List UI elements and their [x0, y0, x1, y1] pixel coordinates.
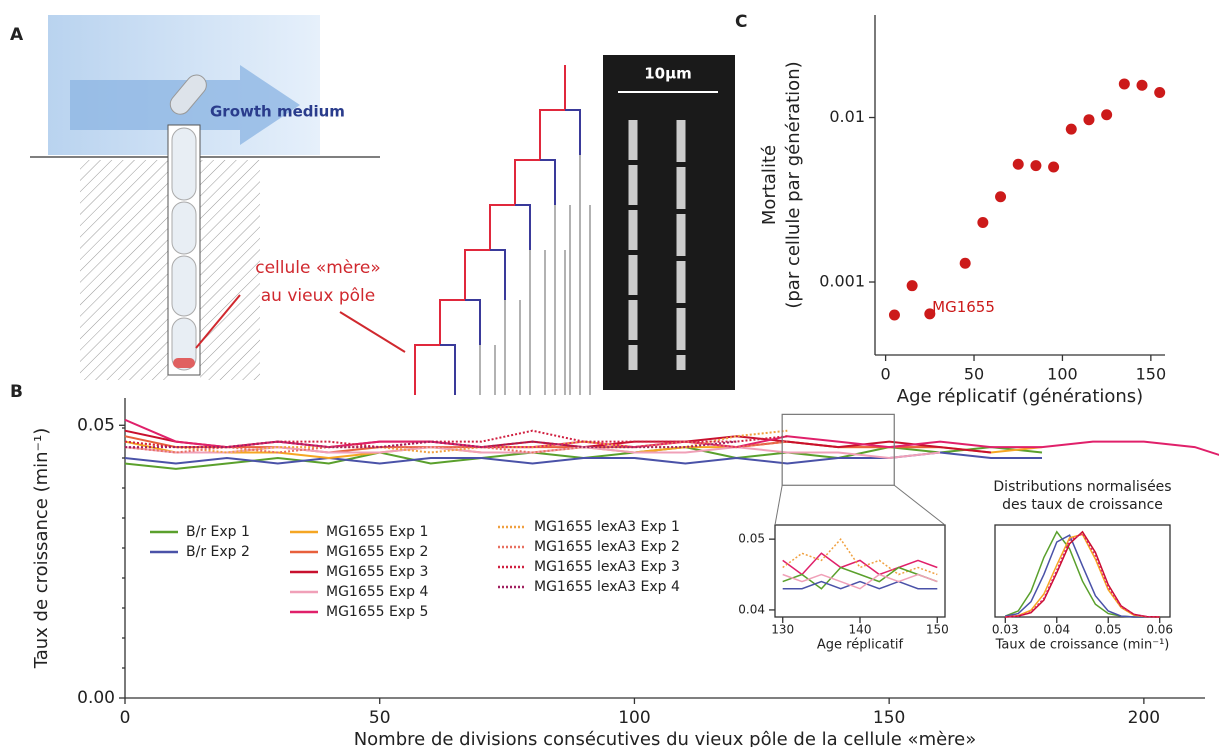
- annotation: au vieux pôle: [261, 286, 375, 306]
- legend-label: B/r Exp 1: [186, 524, 250, 540]
- y-tick-label: 0.05: [738, 532, 765, 546]
- y-tick-label: 0.05: [77, 415, 115, 435]
- hatch: [200, 160, 260, 380]
- x-tick-label: 150: [926, 623, 949, 637]
- micrograph: [603, 55, 735, 390]
- zoom-link: [774, 485, 783, 526]
- x-tick-label: 0: [120, 708, 131, 728]
- series-line: [124, 451, 1042, 465]
- series-line: [1005, 532, 1160, 618]
- lineage-tree: [414, 65, 591, 395]
- x-tick-label: 140: [849, 623, 872, 637]
- series-line: [1005, 533, 1160, 618]
- panel-label: A: [10, 25, 24, 45]
- x-axis-label: Taux de croissance (min⁻¹): [995, 638, 1170, 653]
- panel-label: B: [10, 382, 23, 402]
- pointer: [195, 294, 241, 349]
- medium-label: Growth medium: [210, 103, 345, 121]
- legend-label: MG1655 lexA3 Exp 3: [534, 559, 680, 575]
- x-tick-label: 200: [1128, 708, 1160, 728]
- series-line: [124, 429, 788, 449]
- x-axis-label: Nombre de divisions consécutives du vieu…: [354, 729, 977, 747]
- legend-label: MG1655 lexA3 Exp 2: [534, 539, 680, 555]
- x-tick-label: 0.06: [1146, 623, 1173, 637]
- point: [906, 280, 918, 292]
- point: [888, 309, 900, 321]
- y-tick-label: 0.00: [77, 688, 115, 708]
- pointer: [339, 311, 406, 353]
- series-line: [782, 552, 938, 576]
- inset-title: Distributions normalisées: [993, 479, 1171, 495]
- x-tick-label: 0.03: [992, 623, 1019, 637]
- frame: [774, 524, 946, 618]
- point: [959, 257, 971, 269]
- point: [1101, 109, 1113, 121]
- y-tick-label: 0.04: [738, 602, 765, 616]
- legend-label: MG1655 Exp 1: [326, 524, 428, 540]
- point: [1030, 160, 1042, 172]
- inset-title: des taux de croissance: [1002, 497, 1163, 513]
- cell: [169, 74, 207, 115]
- series-line: [782, 537, 938, 576]
- cells: [171, 127, 197, 371]
- frame: [994, 524, 1171, 618]
- series-line: [1005, 534, 1160, 618]
- hatch: [80, 160, 168, 380]
- series-line: [124, 418, 1219, 456]
- panel-a: A Growth medium cellule «mère» au vieux …: [10, 15, 735, 395]
- point: [924, 308, 936, 320]
- y-tick-label: 0.01: [829, 107, 865, 126]
- x-tick-label: 130: [771, 623, 794, 637]
- annotation: MG1655: [932, 298, 995, 316]
- y-axis-label: Taux de croissance (min⁻¹): [31, 428, 52, 670]
- x-axis-label: Age réplicatif (générations): [897, 386, 1143, 407]
- x-tick-label: 0: [881, 365, 891, 384]
- series-line: [782, 573, 938, 590]
- y-axis-label: Mortalité: [759, 145, 780, 225]
- y-tick-label: 0.001: [819, 272, 865, 291]
- point: [1154, 86, 1166, 98]
- scale-label: 10µm: [644, 65, 692, 83]
- legend-label: MG1655 lexA3 Exp 1: [534, 519, 680, 535]
- annotation: cellule «mère»: [255, 258, 381, 278]
- point: [1065, 123, 1077, 135]
- point: [995, 191, 1007, 203]
- legend-label: MG1655 Exp 4: [326, 584, 428, 600]
- series-line: [782, 580, 938, 590]
- x-tick-label: 50: [964, 365, 984, 384]
- x-tick-label: 100: [618, 708, 650, 728]
- panel-label: C: [735, 12, 747, 32]
- legend-label: B/r Exp 2: [186, 544, 250, 560]
- x-tick-label: 150: [873, 708, 905, 728]
- legend-label: MG1655 lexA3 Exp 4: [534, 579, 680, 595]
- y-axis-label: (par cellule par génération): [783, 61, 804, 308]
- legend-label: MG1655 Exp 2: [326, 544, 428, 560]
- point: [1012, 158, 1024, 170]
- point: [1136, 79, 1148, 91]
- point: [977, 217, 989, 229]
- x-tick-label: 150: [1136, 365, 1167, 384]
- zoom-link: [893, 484, 946, 526]
- x-axis-label: Age réplicatif: [817, 638, 904, 653]
- x-tick-label: 100: [1047, 365, 1078, 384]
- zoom-box: [781, 413, 895, 486]
- x-tick-label: 50: [369, 708, 391, 728]
- series-line: [125, 440, 737, 449]
- point: [1048, 161, 1060, 173]
- point: [1083, 114, 1095, 126]
- old-pole: [173, 358, 195, 368]
- series-line: [124, 440, 788, 454]
- x-tick-label: 0.04: [1043, 623, 1070, 637]
- legend-label: MG1655 Exp 5: [326, 604, 428, 620]
- x-tick-label: 0.05: [1095, 623, 1122, 637]
- legend-label: MG1655 Exp 3: [326, 564, 428, 580]
- point: [1118, 78, 1130, 90]
